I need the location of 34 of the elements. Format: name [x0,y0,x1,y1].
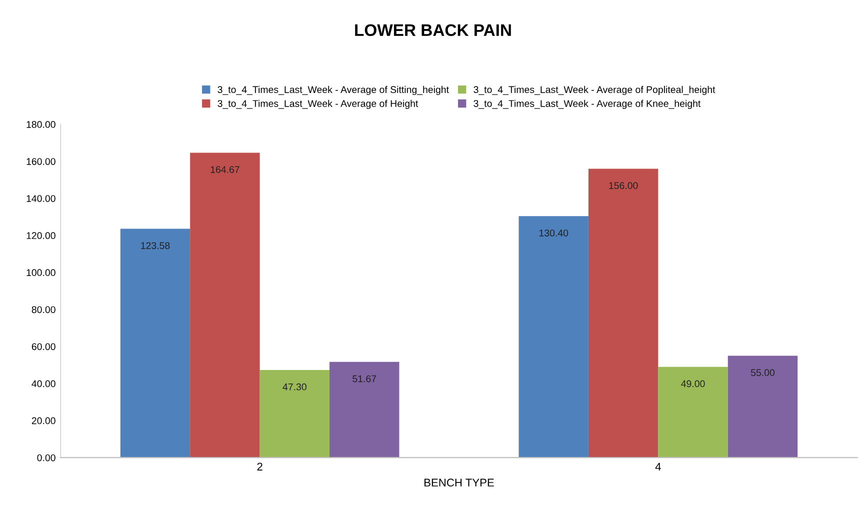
legend-label: 3_to_4_Times_Last_Week - Average of Sitting_height [218,86,449,95]
data-label: 130.40 [539,230,568,236]
legend-label: 3_to_4_Times_Last_Week - Average of Popliteal_height [474,86,716,95]
data-label: 123.58 [141,242,170,250]
y-tick-label: 80.00 [32,306,56,314]
y-tick-label: 180.00 [26,121,56,128]
chart-title: LOWER BACK PAIN [355,24,511,36]
legend-label: 3_to_4_Times_Last_Week - Average of Height [218,100,418,109]
bar [330,362,400,458]
y-tick-label: 0.00 [37,454,56,462]
bar [518,216,588,458]
data-label: 49.00 [681,380,705,388]
y-tick-label: 100.00 [26,269,56,276]
data-label: 51.67 [352,375,376,382]
y-tick-label: 160.00 [26,158,56,165]
y-tick-label: 120.00 [26,232,56,240]
bar [728,356,798,458]
data-label: 55.00 [750,369,775,376]
legend-label: 3_to_4_Times_Last_Week - Average of Knee_height [474,100,701,109]
data-label: 156.00 [609,182,638,190]
x-axis-title: BENCH TYPE [424,478,494,487]
x-tick-label: 4 [655,462,661,470]
y-tick-label: 60.00 [32,343,56,350]
bar [120,228,190,458]
y-tick-label: 140.00 [26,195,56,202]
x-tick-label: 2 [257,462,262,470]
bar [588,168,658,458]
data-label: 164.67 [210,166,240,173]
bar [658,366,728,458]
bar [190,152,260,458]
y-tick-label: 40.00 [32,380,56,388]
data-label: 47.30 [282,383,306,390]
bar [260,370,330,458]
y-tick-label: 20.00 [32,417,56,424]
